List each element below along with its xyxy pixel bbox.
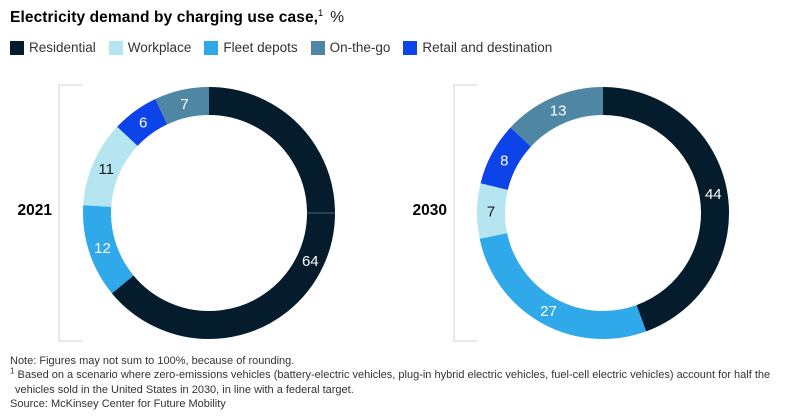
source-line: Source: McKinsey Center for Future Mobil… (10, 397, 226, 410)
year-label-2030: 2030 (412, 202, 447, 219)
donut-segment-retail-and-destination-2030 (480, 127, 532, 191)
chart-title: Electricity demand by charging use case,… (10, 7, 345, 27)
footnote-text: Based on a scenario where zero-emissions… (15, 369, 771, 396)
legend-label: On-the-go (329, 40, 391, 55)
donut-segment-on-the-go-2021 (155, 87, 210, 125)
title-text: Electricity demand by charging use case, (10, 9, 319, 26)
segment-value-label: 7 (487, 203, 495, 220)
segment-value-label: 8 (500, 152, 508, 169)
donut-segment-residential-2030 (602, 87, 729, 332)
legend-item-workplace: Workplace (108, 40, 192, 55)
segment-value-label: 27 (540, 303, 557, 320)
legend-label: Residential (29, 40, 96, 55)
segment-value-label: 13 (550, 103, 567, 120)
segment-value-label: 11 (98, 161, 114, 178)
title-footnote-marker: 1 (318, 7, 324, 18)
segment-value-label: 6 (139, 115, 147, 132)
legend-label: Fleet depots (223, 40, 298, 55)
donut-segment-on-the-go-2030 (510, 87, 604, 147)
legend-swatch (403, 40, 418, 55)
legend-item-residential: Residential (10, 40, 96, 55)
segment-value-label: 44 (705, 186, 722, 203)
donut-charts-canvas: 64 12 11 6 7 44 27 7 8 13 (58, 84, 729, 342)
segment-value-label: 7 (180, 96, 188, 113)
legend-item-fleet-depots: Fleet depots (204, 40, 298, 55)
legend-label: Workplace (127, 40, 192, 55)
year-bracket-2021 (58, 84, 82, 342)
donut-segment-retail-and-destination-2021 (117, 98, 168, 147)
year-label-2021: 2021 (17, 202, 52, 219)
footnote-1: 1 Based on a scenario where zero-emissio… (10, 366, 789, 397)
legend-swatch (10, 40, 24, 55)
footnotes: Note: Figures may not sum to 100%, becau… (10, 354, 789, 411)
note-rounding: Note: Figures may not sum to 100%, becau… (10, 355, 295, 367)
donut-segment-residential-2021 (111, 87, 335, 339)
donut-segment-workplace-2021 (83, 126, 138, 208)
legend-swatch (204, 40, 219, 55)
donut-segment-fleet-depots-2030 (479, 232, 647, 339)
donut-segment-workplace-2030 (477, 183, 508, 239)
segment-value-label: 64 (302, 253, 319, 270)
footnote-marker: 1 (10, 366, 15, 376)
legend-swatch (108, 40, 123, 55)
segment-value-label: 12 (94, 240, 111, 257)
donut-segment-fleet-depots-2021 (83, 205, 134, 294)
legend-item-on-the-go: On-the-go (310, 40, 391, 55)
chart-legend: Residential Workplace Fleet depots On-the-g… (10, 40, 552, 55)
title-unit: % (330, 9, 345, 26)
legend-item-retail-and-destination: Retail and destination (403, 40, 552, 55)
legend-swatch (310, 40, 325, 55)
legend-label: Retail and destination (422, 40, 553, 55)
year-bracket-2030 (453, 84, 477, 342)
